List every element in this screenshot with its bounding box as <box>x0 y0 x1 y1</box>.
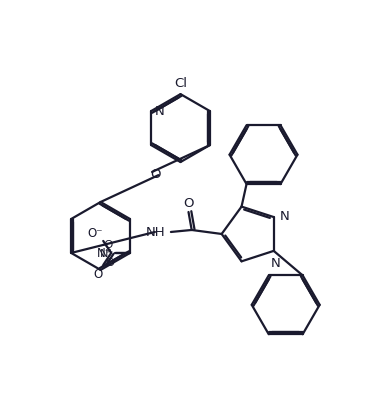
Text: NH: NH <box>146 226 166 239</box>
Text: O: O <box>105 257 114 267</box>
Text: N⁺: N⁺ <box>97 247 112 260</box>
Text: O: O <box>183 196 194 209</box>
Text: N: N <box>154 104 164 117</box>
Text: O: O <box>150 168 161 181</box>
Text: O⁻: O⁻ <box>87 226 103 239</box>
Text: -O: -O <box>101 240 114 249</box>
Text: Cl: Cl <box>174 77 187 90</box>
Text: N⁺: N⁺ <box>100 248 114 258</box>
Text: O: O <box>93 267 103 280</box>
Text: N: N <box>271 256 280 269</box>
Text: N: N <box>279 209 289 222</box>
